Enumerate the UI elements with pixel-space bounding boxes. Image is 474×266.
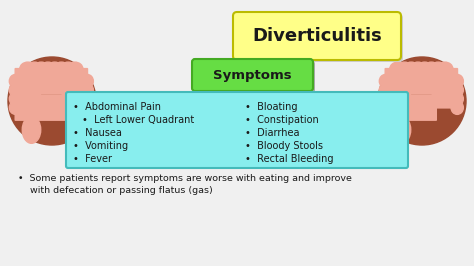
FancyBboxPatch shape xyxy=(384,80,411,109)
Ellipse shape xyxy=(60,62,76,76)
FancyBboxPatch shape xyxy=(194,61,315,93)
FancyBboxPatch shape xyxy=(235,14,403,62)
FancyBboxPatch shape xyxy=(66,92,408,168)
Ellipse shape xyxy=(47,62,63,76)
Ellipse shape xyxy=(379,101,392,114)
Ellipse shape xyxy=(81,92,93,106)
FancyBboxPatch shape xyxy=(15,80,41,109)
Text: •  Diarrhea: • Diarrhea xyxy=(245,128,300,138)
FancyBboxPatch shape xyxy=(233,12,401,60)
Ellipse shape xyxy=(9,92,22,106)
FancyBboxPatch shape xyxy=(431,80,458,109)
Text: •  Nausea: • Nausea xyxy=(73,128,122,138)
Text: with defecation or passing flatus (gas): with defecation or passing flatus (gas) xyxy=(18,186,213,195)
Ellipse shape xyxy=(9,74,22,88)
Ellipse shape xyxy=(430,62,446,76)
Text: •  Some patients report symptoms are worse with eating and improve: • Some patients report symptoms are wors… xyxy=(18,174,352,183)
Text: •  Rectal Bleeding: • Rectal Bleeding xyxy=(245,154,334,164)
Ellipse shape xyxy=(9,83,22,97)
FancyBboxPatch shape xyxy=(384,94,437,121)
FancyBboxPatch shape xyxy=(62,80,88,109)
Ellipse shape xyxy=(379,92,392,106)
Text: •  Left Lower Quadrant: • Left Lower Quadrant xyxy=(82,115,194,125)
Ellipse shape xyxy=(451,92,464,106)
Ellipse shape xyxy=(390,62,406,76)
Ellipse shape xyxy=(379,83,392,97)
Ellipse shape xyxy=(397,62,412,76)
Ellipse shape xyxy=(379,74,392,88)
Ellipse shape xyxy=(8,57,96,145)
Ellipse shape xyxy=(81,101,93,114)
Ellipse shape xyxy=(451,83,464,97)
Ellipse shape xyxy=(9,101,22,114)
Ellipse shape xyxy=(33,62,49,76)
Ellipse shape xyxy=(22,116,41,143)
Text: Symptoms: Symptoms xyxy=(213,69,292,81)
Text: •  Vomiting: • Vomiting xyxy=(73,141,128,151)
Ellipse shape xyxy=(403,62,419,76)
FancyBboxPatch shape xyxy=(15,68,88,94)
Ellipse shape xyxy=(392,116,411,143)
Ellipse shape xyxy=(410,62,426,76)
FancyBboxPatch shape xyxy=(384,68,458,94)
Ellipse shape xyxy=(451,74,464,88)
Ellipse shape xyxy=(81,83,93,97)
Ellipse shape xyxy=(417,62,433,76)
Text: •  Bloody Stools: • Bloody Stools xyxy=(245,141,323,151)
Text: •  Fever: • Fever xyxy=(73,154,112,164)
Text: •  Bloating: • Bloating xyxy=(245,102,298,112)
Text: •  Constipation: • Constipation xyxy=(245,115,319,125)
Ellipse shape xyxy=(451,101,464,114)
Ellipse shape xyxy=(423,62,439,76)
Ellipse shape xyxy=(67,62,83,76)
Ellipse shape xyxy=(378,57,466,145)
FancyBboxPatch shape xyxy=(15,94,67,121)
Ellipse shape xyxy=(40,62,56,76)
Ellipse shape xyxy=(27,62,43,76)
Ellipse shape xyxy=(437,62,453,76)
Ellipse shape xyxy=(81,74,93,88)
Text: Diverticulitis: Diverticulitis xyxy=(252,27,382,45)
Ellipse shape xyxy=(54,62,69,76)
FancyBboxPatch shape xyxy=(192,59,313,91)
Text: •  Abdominal Pain: • Abdominal Pain xyxy=(73,102,161,112)
Ellipse shape xyxy=(20,62,36,76)
